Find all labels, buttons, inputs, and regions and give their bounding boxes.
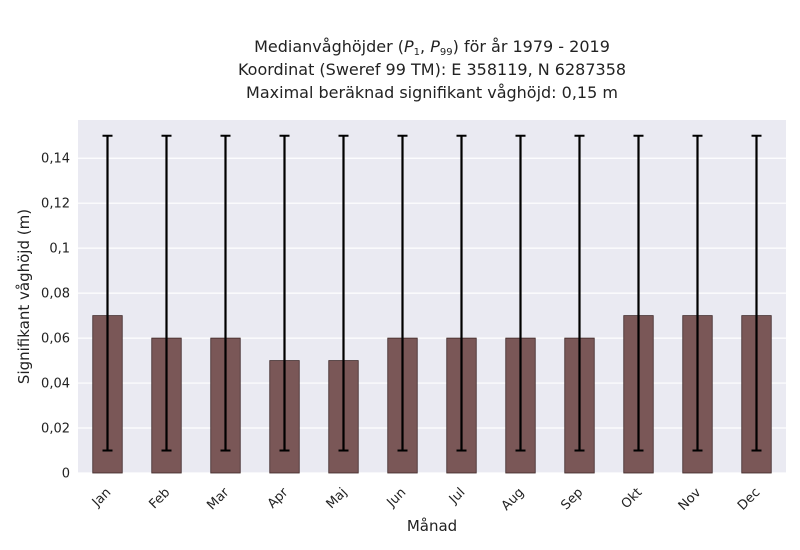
x-tick-label: Okt (619, 485, 646, 512)
y-axis-ticks: 0 0,02 0,04 0,06 0,08 0,1 0,12 0,14 (41, 152, 70, 482)
title-p1-subscript: 1 (413, 47, 421, 58)
y-tick-label: 0,04 (41, 377, 70, 392)
y-tick-label: 0,14 (41, 152, 70, 167)
x-tick-label: Maj (324, 485, 351, 512)
title-separator: , (420, 37, 431, 56)
y-tick-label: 0 (62, 467, 70, 482)
x-axis-ticks: Jan Feb Mar Apr Maj Jun Jul Aug Sep Okt Nov Dec (89, 485, 763, 514)
x-tick-label: Dec (735, 485, 763, 513)
y-tick-label: 0,08 (41, 287, 70, 302)
x-tick-label: Nov (676, 485, 705, 514)
title-p99-symbol: P (430, 37, 440, 56)
x-tick-label: Apr (265, 485, 292, 512)
chart-title-line-2: Koordinat (Sweref 99 TM): E 358119, N 62… (237, 60, 627, 79)
x-axis-label: Månad (407, 517, 457, 535)
y-tick-label: 0,02 (41, 422, 70, 437)
title-p99-subscript: 99 (439, 47, 453, 58)
y-axis-label: Signifikant våghöjd (m) (15, 209, 33, 384)
grid-lines (78, 157, 786, 474)
y-tick-label: 0,12 (41, 197, 70, 212)
y-tick-label: 0,1 (49, 242, 70, 257)
x-tick-label: Jan (89, 485, 114, 510)
plot-area (78, 120, 786, 473)
x-tick-label: Jun (384, 485, 410, 511)
chart-title-line-1: Medianvåghöjder (P1, P99) för år 1979 - … (78, 35, 786, 58)
x-tick-label: Feb (146, 485, 173, 512)
x-tick-label: Mar (204, 485, 232, 513)
chart-title: Medianvåghöjder (P1, P99) för år 1979 - … (78, 35, 786, 104)
title-prefix: Medianvåghöjder ( (254, 37, 405, 56)
title-suffix: ) för år 1979 - 2019 (452, 37, 610, 56)
y-tick-label: 0,06 (41, 332, 70, 347)
error-bars (102, 134, 762, 452)
x-tick-label: Jul (446, 485, 468, 507)
x-tick-label: Aug (499, 485, 528, 514)
x-tick-label: Sep (558, 485, 586, 513)
title-p1-symbol: P (404, 37, 414, 56)
chart-title-line-3: Maximal beräknad signifikant våghöjd: 0,… (246, 83, 618, 102)
